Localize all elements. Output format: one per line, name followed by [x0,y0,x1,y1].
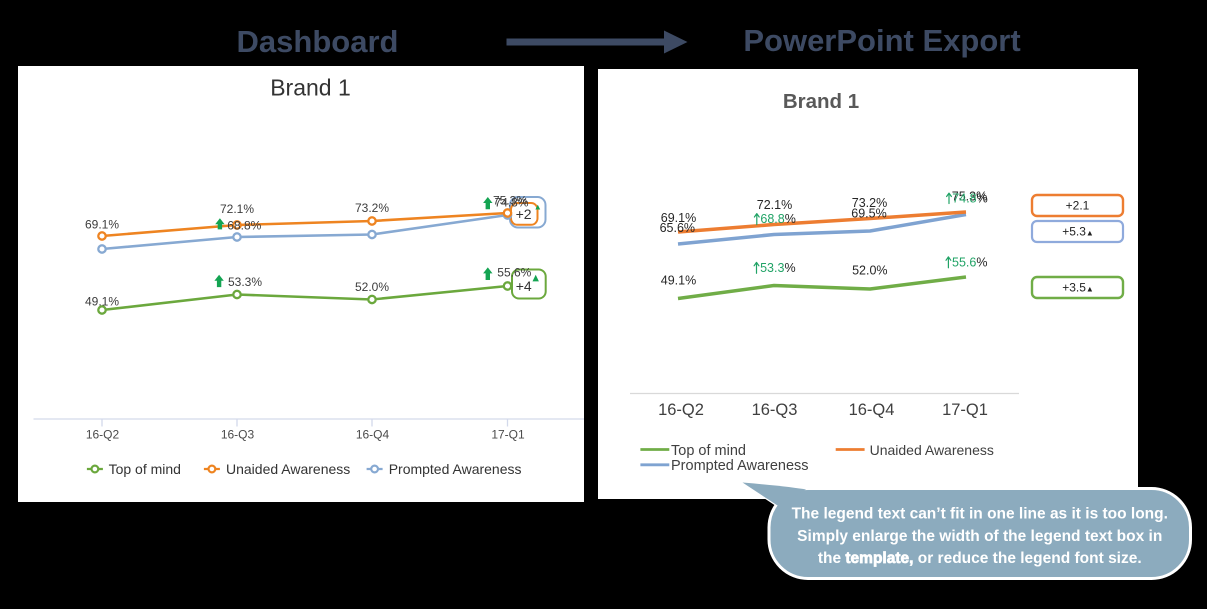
svg-text:75.3%: 75.3% [493,194,527,208]
svg-text:Unaided Awareness: Unaided Awareness [870,442,994,458]
svg-text:16-Q3: 16-Q3 [752,401,798,419]
svg-text:49.1%: 49.1% [85,295,119,309]
svg-text:16-Q2: 16-Q2 [86,428,120,442]
svg-text:52.0%: 52.0% [852,264,887,278]
svg-text:69.5%: 69.5% [851,207,886,221]
svg-text:74.8%: 74.8% [952,191,987,205]
svg-text:Top of mind: Top of mind [109,461,181,477]
svg-text:Dashboard: Dashboard [237,24,399,59]
svg-text:16-Q3: 16-Q3 [221,428,255,442]
svg-text:52.0%: 52.0% [355,280,389,294]
svg-text:The legend text can’t fit in o: The legend text can’t fit in one line as… [792,506,1168,523]
svg-text:53.3%: 53.3% [228,275,262,289]
svg-text:16-Q4: 16-Q4 [849,401,895,419]
svg-text:Simply enlarge the width of th: Simply enlarge the width of the legend t… [797,528,1162,545]
svg-text:17-Q1: 17-Q1 [942,401,988,419]
svg-text:+2.1: +2.1 [1066,199,1090,213]
svg-text:72.1%: 72.1% [757,198,792,212]
svg-text:Unaided Awareness: Unaided Awareness [226,461,350,477]
svg-text:74.8%: 74.8% [494,196,528,210]
svg-text:Brand 1: Brand 1 [270,75,351,101]
svg-text:16-Q2: 16-Q2 [658,401,704,419]
svg-text:55.6%: 55.6% [952,256,987,270]
svg-text:17-Q1: 17-Q1 [491,428,525,442]
svg-text:PowerPoint Export: PowerPoint Export [743,23,1020,58]
svg-text:75.3%: 75.3% [952,189,987,203]
svg-text:+5.3▲: +5.3▲ [1062,225,1094,239]
svg-text:+3.5▲: +3.5▲ [1062,281,1094,295]
svg-text:69.1%: 69.1% [85,218,119,232]
svg-text:72.1%: 72.1% [220,202,254,216]
svg-text:Top of mind: Top of mind [671,443,746,459]
svg-text:Prompted Awareness: Prompted Awareness [671,458,809,474]
svg-text:+2: +2 [516,206,532,222]
svg-text:16-Q4: 16-Q4 [356,428,390,442]
svg-text:+4: +4 [516,278,532,294]
svg-text:68.8%: 68.8% [760,212,795,226]
svg-text:Prompted Awareness: Prompted Awareness [389,461,522,477]
svg-text:73.2%: 73.2% [852,196,887,210]
svg-text:73.2%: 73.2% [355,201,389,215]
svg-text:68.8%: 68.8% [227,218,261,232]
svg-text:49.1%: 49.1% [661,274,696,288]
svg-text:55.6%: 55.6% [497,265,531,279]
svg-text:the template, or reduce the le: the template, or reduce the legend font … [818,550,1142,567]
svg-text:53.3%: 53.3% [760,261,795,275]
svg-text:Brand 1: Brand 1 [783,90,859,113]
svg-text:65.6%: 65.6% [660,221,695,235]
svg-text:69.1%: 69.1% [661,211,696,225]
